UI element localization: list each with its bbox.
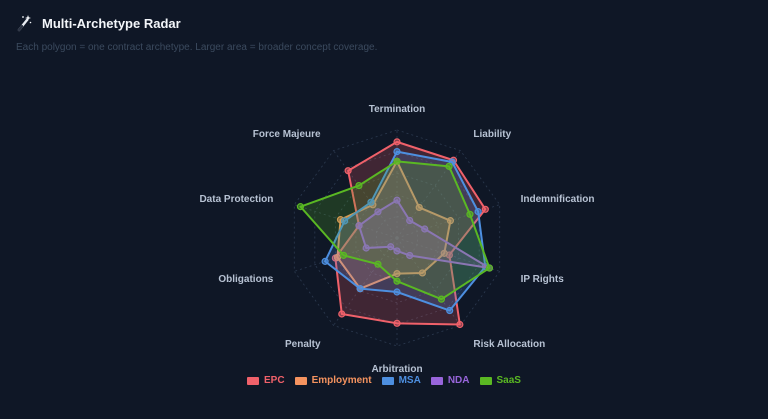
magic-wand-icon	[16, 14, 32, 32]
grid-spoke-9	[294, 204, 398, 239]
point-saas-8	[339, 251, 348, 259]
axis-label-6: Arbitration	[371, 364, 422, 375]
point-nda-5	[406, 251, 414, 260]
point-saas-7	[374, 260, 382, 268]
point-employment-3	[446, 217, 455, 225]
grid-spoke-7	[333, 237, 398, 326]
legend-label-epc: EPC	[264, 375, 285, 386]
point-saas-3	[466, 210, 474, 218]
point-msa-3	[474, 208, 482, 216]
legend-swatch-employment	[294, 376, 307, 385]
axis-label-9: Data Protection	[199, 194, 273, 205]
point-epc-1	[393, 138, 401, 146]
axis-label-10: Force Majeure	[253, 129, 321, 140]
point-employment-4	[440, 249, 448, 257]
point-nda-8	[362, 244, 370, 252]
point-saas-9	[296, 203, 305, 211]
point-nda-10	[374, 208, 382, 216]
axis-label-7: Penalty	[285, 339, 321, 350]
axis-label-2: Liability	[473, 129, 511, 140]
grid-ring-3	[334, 172, 460, 304]
legend-label-employment: Employment	[311, 375, 372, 386]
point-employment-5	[418, 269, 426, 277]
point-epc-7	[338, 310, 346, 318]
point-saas-1	[393, 157, 401, 165]
point-epc-10	[344, 167, 352, 175]
point-employment-6	[393, 270, 401, 278]
series-saas	[296, 157, 494, 303]
legend-label-nda: NDA	[447, 375, 470, 386]
point-nda-3	[421, 225, 429, 233]
title-row: Multi-Archetype Radar	[16, 14, 752, 32]
point-nda-9	[355, 222, 363, 230]
point-nda-1	[393, 196, 401, 204]
point-nda-2	[406, 216, 414, 225]
point-nda-6	[393, 247, 401, 255]
legend-label-msa: MSA	[398, 375, 421, 386]
point-saas-5	[437, 295, 446, 303]
legend-swatch-nda	[430, 376, 443, 385]
axis-label-8: Obligations	[218, 274, 273, 285]
legend-item-employment[interactable]: Employment	[294, 375, 372, 386]
legend-swatch-msa	[381, 376, 394, 385]
point-employment-8	[333, 253, 342, 261]
point-saas-6	[393, 277, 401, 285]
chart-subtitle: Each polygon = one contract archetype. L…	[16, 42, 378, 53]
point-epc-6	[393, 319, 401, 327]
point-msa-7	[356, 285, 364, 293]
point-msa-10	[367, 198, 375, 206]
point-saas-10	[355, 181, 363, 190]
point-msa-9	[341, 217, 349, 225]
grid-ring-5	[293, 129, 501, 347]
legend-swatch-epc	[247, 376, 260, 385]
axis-labels: Termination Liability Indemnification IP Ri…	[199, 104, 594, 375]
point-saas-4	[485, 264, 494, 272]
legend-item-nda[interactable]: NDA	[430, 375, 470, 386]
legend-swatch-saas	[479, 376, 492, 385]
axis-label-1: Termination	[369, 104, 425, 115]
point-epc-3	[481, 205, 489, 213]
legend-item-epc[interactable]: EPC	[247, 375, 285, 386]
legend-label-saas: SaaS	[496, 375, 521, 386]
axis-label-4: IP Rights	[521, 274, 565, 285]
axis-label-5: Risk Allocation	[473, 339, 545, 350]
point-saas-2	[445, 162, 453, 170]
point-msa-5	[446, 306, 454, 315]
chart-header: Multi-Archetype Radar Each polygon = one…	[16, 14, 752, 53]
grid-spoke-10	[333, 150, 398, 239]
chart-title: Multi-Archetype Radar	[42, 15, 181, 31]
point-nda-7	[387, 243, 395, 251]
chart-legend: EPC Employment MSA NDA SaaS	[0, 375, 768, 386]
legend-item-saas[interactable]: SaaS	[479, 375, 521, 386]
axis-label-3: Indemnification	[521, 194, 595, 205]
grid-spoke-8	[294, 237, 398, 272]
point-epc-5	[456, 320, 464, 329]
point-msa-8	[321, 257, 329, 265]
point-msa-6	[393, 288, 401, 296]
point-msa-1	[393, 148, 401, 156]
legend-item-msa[interactable]: MSA	[381, 375, 421, 386]
point-employment-2	[415, 203, 423, 212]
series-msa	[321, 148, 489, 315]
